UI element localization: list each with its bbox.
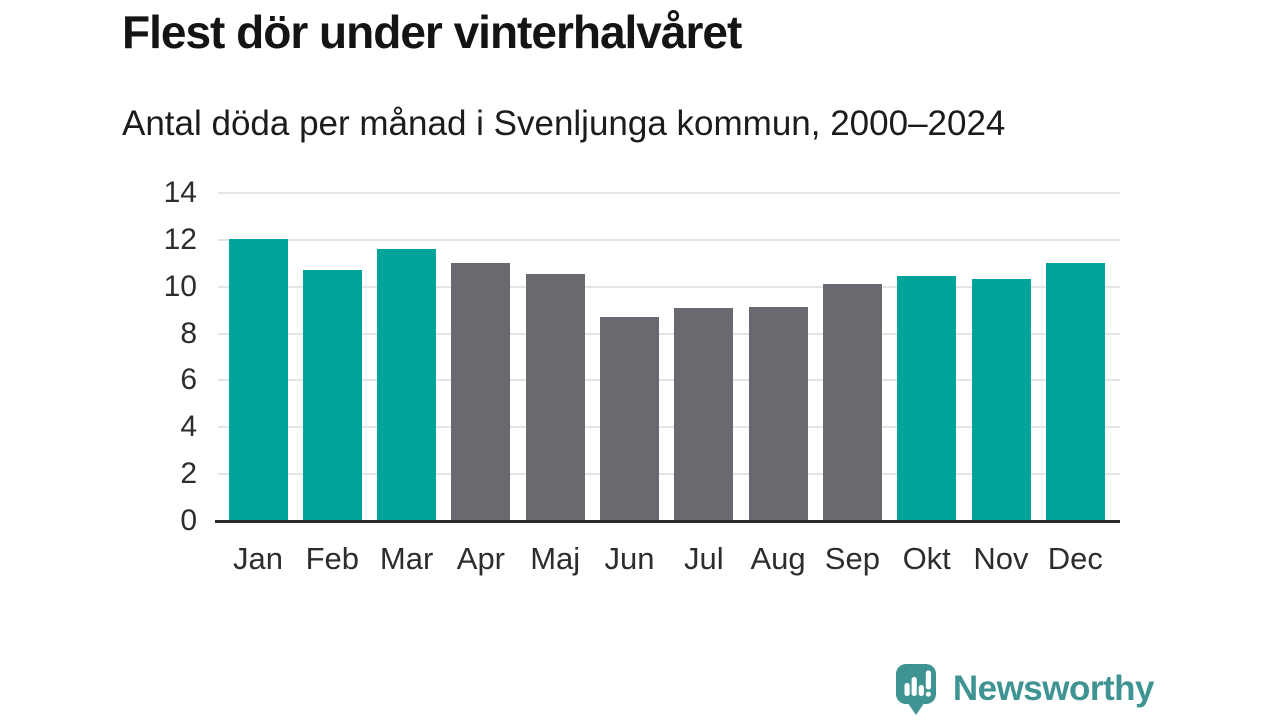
gridline-4 bbox=[218, 426, 1120, 429]
y-axis-tick-12: 12 bbox=[163, 222, 197, 256]
gridline-12 bbox=[218, 238, 1120, 241]
x-axis-tick-nov: Nov bbox=[973, 541, 1029, 576]
gridline-2 bbox=[218, 473, 1120, 476]
y-axis-tick-14: 14 bbox=[163, 176, 197, 209]
newsworthy-wordmark: Newsworthy bbox=[952, 669, 1155, 708]
bar-nov bbox=[971, 278, 1031, 521]
chart-subtitle: Antal döda per månad i Svenljunga kommun… bbox=[122, 104, 1006, 143]
x-axis-tick-jan: Jan bbox=[233, 541, 283, 576]
y-axis-tick-4: 4 bbox=[180, 410, 197, 444]
y-axis-tick-0: 0 bbox=[180, 504, 197, 537]
gridline-8 bbox=[218, 332, 1120, 335]
newsworthy-logo: Newsworthy bbox=[895, 664, 1155, 717]
bar-aug bbox=[748, 306, 808, 521]
x-axis-tick-sep: Sep bbox=[824, 541, 880, 576]
bar-mar bbox=[377, 249, 437, 521]
newsworthy-chart-bubble-icon bbox=[895, 664, 936, 715]
x-axis-tick-jul: Jul bbox=[683, 541, 724, 576]
y-axis-tick-10: 10 bbox=[163, 269, 197, 303]
x-axis-tick-apr: Apr bbox=[456, 541, 506, 576]
bar-jan bbox=[228, 238, 288, 521]
x-axis-tick-feb: Feb bbox=[305, 541, 359, 576]
bar-sep bbox=[822, 284, 882, 521]
bar-jun bbox=[600, 317, 659, 521]
gridline-10 bbox=[218, 285, 1120, 288]
bar-feb bbox=[302, 270, 362, 521]
bar-jul bbox=[674, 307, 734, 521]
x-axis-tick-dec: Dec bbox=[1047, 541, 1103, 576]
x-axis-line bbox=[215, 520, 1120, 523]
x-axis-tick-okt: Okt bbox=[902, 541, 951, 576]
y-axis-tick-8: 8 bbox=[180, 316, 197, 350]
bar-apr bbox=[451, 263, 511, 521]
x-axis-tick-mar: Mar bbox=[379, 541, 434, 576]
gridline-14 bbox=[218, 192, 1120, 194]
gridline-6 bbox=[218, 379, 1120, 382]
bar-dec bbox=[1045, 263, 1105, 521]
y-axis-tick-6: 6 bbox=[180, 363, 197, 397]
chart-title: Flest dör under vinterhalvåret bbox=[122, 6, 742, 58]
y-axis-tick-2: 2 bbox=[180, 457, 197, 491]
bar-okt bbox=[897, 276, 957, 521]
x-axis-tick-maj: Maj bbox=[530, 541, 581, 576]
bar-maj bbox=[525, 273, 585, 521]
x-axis-tick-aug: Aug bbox=[750, 541, 806, 576]
x-axis-tick-jun: Jun bbox=[604, 541, 655, 576]
